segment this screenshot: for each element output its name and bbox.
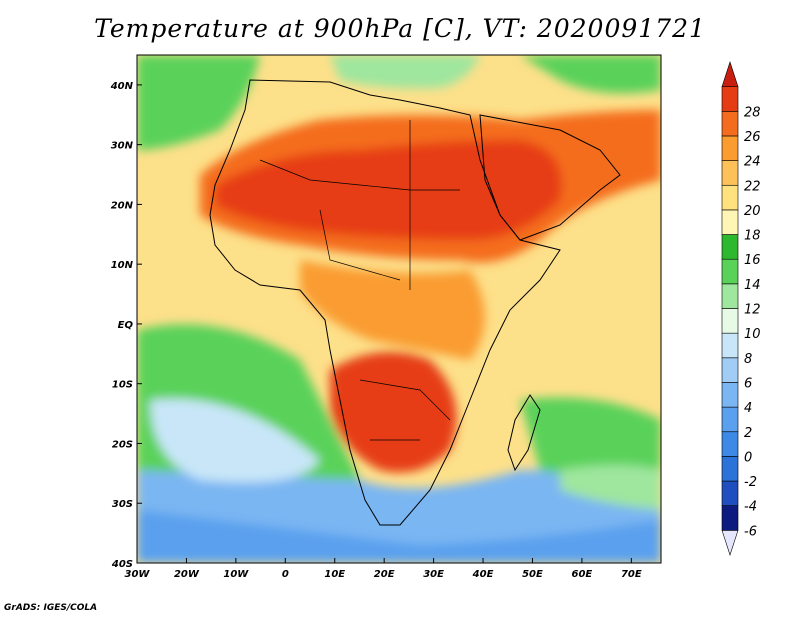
- y-tick-label: 30N: [111, 141, 134, 152]
- colorbar-segment: [721, 431, 739, 457]
- colorbar-segment: [721, 382, 739, 408]
- chart-title: Temperature at 900hPa [C], VT: 202009172…: [94, 14, 706, 43]
- colorbar-label: 26: [744, 130, 761, 145]
- colorbar-label: 22: [744, 179, 761, 194]
- colorbar-segment: [721, 456, 739, 482]
- x-tick-label: 20W: [174, 569, 200, 580]
- y-tick-label: 20S: [112, 439, 133, 450]
- colorbar-segment: [721, 160, 739, 186]
- colorbar-segment: [721, 184, 739, 211]
- border-line: [319, 209, 401, 281]
- x-tick-label: 30E: [423, 569, 444, 580]
- x-tick-label: 20E: [374, 569, 395, 580]
- field-ocean-south-cold: [137, 510, 661, 563]
- arabia-coastline: [479, 114, 621, 241]
- colorbar-segment: [721, 530, 739, 556]
- y-axis: 40N 30N 20N 10N EQ 10S 20S 30S 40S: [110, 81, 142, 570]
- colorbar-label: -2: [744, 475, 757, 490]
- colorbar-segment: [721, 258, 739, 285]
- colorbar-label: 14: [744, 278, 761, 293]
- colorbar-segment: [721, 234, 739, 260]
- coastlines: [209, 79, 621, 526]
- x-tick-label: 30W: [125, 569, 151, 580]
- colorbar-label: 4: [744, 401, 752, 416]
- x-tick-label: 40E: [472, 569, 494, 580]
- border-line: [359, 379, 451, 421]
- y-tick-label: 20N: [111, 200, 134, 211]
- africa-coastline: [209, 79, 561, 526]
- border-line: [259, 159, 460, 191]
- x-tick-label: 0: [282, 569, 289, 580]
- colorbar-label: 10: [744, 327, 761, 342]
- colorbar-label: 0: [744, 450, 752, 465]
- colorbar-label: -6: [744, 524, 757, 539]
- y-tick-label: 40N: [110, 81, 134, 92]
- y-tick-label: 30S: [112, 499, 133, 510]
- colorbar-label: 6: [744, 376, 752, 391]
- x-tick-label: 70E: [621, 569, 642, 580]
- x-axis: 30W 20W 10W 0 10E 20E 30E 40E 50E 60E 70E: [125, 558, 642, 580]
- colorbar-label: -4: [744, 500, 757, 515]
- y-tick-label: EQ: [118, 320, 134, 331]
- colorbar-segment: [721, 480, 739, 506]
- colorbar-segment: [721, 283, 739, 309]
- colorbar-label: 24: [744, 155, 761, 170]
- x-tick-label: 10E: [324, 569, 345, 580]
- field-ocean-southeast-pale: [560, 465, 661, 510]
- grads-credit: GrADS: IGES/COLA: [4, 603, 98, 613]
- border-lines: [259, 120, 460, 441]
- temperature-field: [137, 55, 661, 563]
- colorbar-segment: [721, 332, 739, 359]
- colorbar-label: 20: [744, 204, 761, 219]
- colorbar-segment: [721, 406, 739, 433]
- colorbar-segment: [721, 111, 739, 137]
- y-tick-label: 40S: [111, 559, 133, 570]
- madagascar-coastline: [507, 394, 541, 472]
- x-tick-label: 10W: [223, 569, 249, 580]
- colorbar-segment: [721, 357, 739, 383]
- colorbar-label: 2: [744, 426, 752, 441]
- colorbar-segment: [721, 135, 739, 161]
- plot-frame: [136, 54, 662, 564]
- colorbar-label: 8: [744, 352, 752, 367]
- colorbar-label: 28: [744, 105, 761, 120]
- field-ocean-southwest-pale: [150, 398, 320, 483]
- field-northeast-green: [520, 55, 661, 94]
- field-ocean-northwest-green: [137, 55, 260, 150]
- colorbar-segment: [721, 505, 739, 531]
- colorbar-segment: [721, 86, 739, 112]
- colorbar-segment: [721, 308, 739, 334]
- x-tick-label: 60E: [572, 569, 593, 580]
- colorbar-label: 18: [744, 229, 761, 244]
- x-tick-label: 50E: [522, 569, 543, 580]
- y-tick-label: 10S: [112, 380, 133, 391]
- colorbar-label: 16: [744, 253, 761, 268]
- colorbar-segment: [721, 209, 739, 235]
- colorbar-label: 12: [744, 303, 761, 318]
- y-tick-label: 10N: [111, 260, 134, 271]
- colorbar-segment: [721, 61, 739, 87]
- field-central-africa-warm: [300, 260, 485, 360]
- field-sahara-core: [215, 140, 562, 240]
- field-mediterranean-green: [330, 55, 480, 89]
- field-southern-africa-hot: [330, 352, 457, 473]
